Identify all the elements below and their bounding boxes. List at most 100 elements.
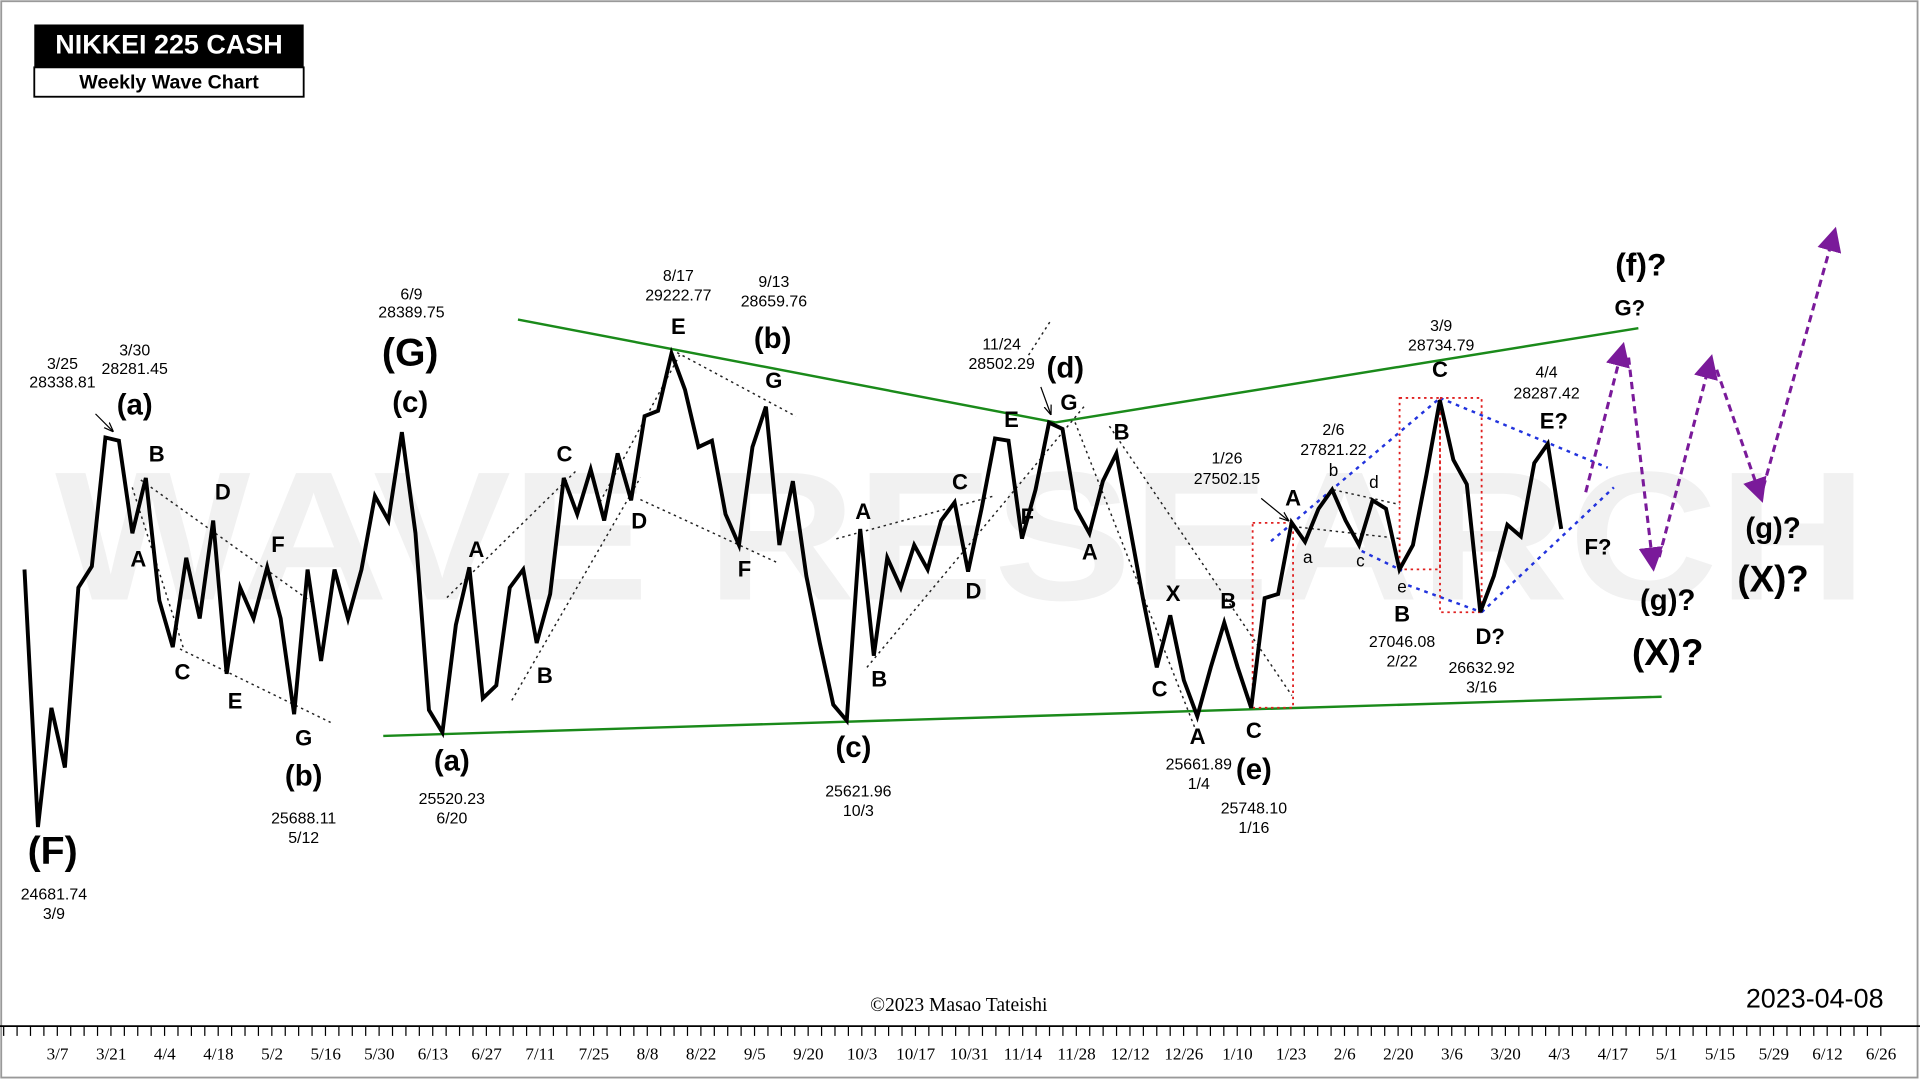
price-line: [22, 346, 1564, 828]
annotation: E: [228, 689, 243, 714]
x-tick-label: 9/20: [793, 1044, 823, 1063]
annotation: 27046.08: [1369, 634, 1435, 651]
annotation: F: [271, 532, 284, 557]
annotation: 8/17: [663, 268, 694, 285]
annotation: 25661.89: [1166, 757, 1232, 774]
x-tick-label: 7/25: [579, 1044, 609, 1063]
chart-subtitle: Weekly Wave Chart: [79, 71, 259, 93]
annotation: (f)?: [1615, 246, 1666, 282]
annotation: 28338.81: [29, 374, 95, 391]
x-tick-label: 6/13: [418, 1044, 448, 1063]
annotation: C: [1152, 676, 1168, 701]
annotation: (d): [1047, 352, 1085, 385]
annotation: E?: [1540, 408, 1568, 433]
annotation: 3/9: [1430, 318, 1452, 335]
annotation: F: [1021, 504, 1034, 529]
annotation: A: [468, 537, 484, 562]
annotation: 10/3: [843, 803, 874, 820]
annotation: G: [765, 368, 782, 393]
annotation: 3/30: [119, 343, 150, 360]
x-tick-label: 8/22: [686, 1044, 716, 1063]
annotation: c: [1356, 551, 1365, 571]
annotation: e: [1397, 576, 1407, 596]
annotation: G?: [1614, 296, 1645, 321]
annotation: 1/26: [1211, 450, 1242, 467]
annotation: F?: [1584, 534, 1611, 559]
x-tick-label: 6/27: [471, 1044, 502, 1063]
annotation: (F): [28, 830, 78, 873]
annotation: A: [130, 547, 146, 572]
x-tick-label: 1/10: [1222, 1044, 1252, 1063]
x-tick-label: 6/12: [1812, 1044, 1842, 1063]
trend-lines: [95, 226, 1842, 738]
annotation: 28287.42: [1513, 385, 1579, 402]
annotation: (c): [836, 731, 872, 764]
annotation: 27821.22: [1300, 442, 1366, 459]
annotation: 4/4: [1535, 365, 1557, 382]
annotation: (g)?: [1640, 584, 1695, 617]
annotation: (b): [285, 759, 323, 792]
x-tick-label: 12/12: [1111, 1044, 1150, 1063]
annotation: 28659.76: [741, 294, 807, 311]
x-tick-label: 4/18: [203, 1044, 233, 1063]
annotation: (X)?: [1632, 632, 1703, 673]
copyright: ©2023 Masao Tateishi: [870, 995, 1048, 1016]
x-tick-label: 3/21: [96, 1044, 126, 1063]
annotation: 29222.77: [645, 288, 711, 305]
annotation: D: [966, 578, 982, 603]
x-tick-label: 12/26: [1164, 1044, 1203, 1063]
annotation: (G): [382, 331, 439, 374]
annotation: 6/20: [436, 810, 467, 827]
annotation: C: [174, 659, 190, 684]
annotation: 28389.75: [378, 305, 444, 322]
annotation: 28734.79: [1408, 338, 1474, 355]
x-tick-label: 10/17: [896, 1044, 935, 1063]
annotation: d: [1369, 472, 1379, 492]
annotation: 25621.96: [825, 783, 891, 800]
x-tick-label: 2/6: [1334, 1044, 1356, 1063]
annotation: (a): [434, 745, 470, 778]
annotation: (b): [754, 322, 792, 355]
x-tick-label: 7/11: [525, 1044, 555, 1063]
annotation: A: [1285, 485, 1301, 510]
annotation: A: [1082, 539, 1098, 564]
annotation: F: [738, 556, 751, 581]
annotation: E: [1004, 407, 1019, 432]
annotation: 6/9: [400, 286, 422, 303]
x-tick-label: 3/7: [47, 1044, 69, 1063]
annotation: b: [1329, 460, 1339, 480]
x-tick-label: 8/8: [637, 1044, 659, 1063]
annotation: (c): [392, 386, 428, 419]
subtitle-bg: [33, 66, 305, 98]
x-tick-label: 4/4: [154, 1044, 176, 1063]
x-tick-label: 5/15: [1705, 1044, 1735, 1063]
annotation: 5/12: [288, 830, 319, 847]
x-tick-label: 5/30: [364, 1044, 394, 1063]
x-tick-label: 3/6: [1441, 1044, 1463, 1063]
x-tick-label: 10/3: [847, 1044, 877, 1063]
annotation: 3/25: [47, 356, 78, 373]
x-tick-label: 6/26: [1866, 1044, 1897, 1063]
annotation: C: [557, 441, 573, 466]
annotation: D: [631, 509, 647, 534]
annotation: a: [1303, 547, 1313, 567]
annotation: B: [149, 441, 165, 466]
annotation: 25748.10: [1221, 801, 1287, 818]
annotation: A: [1190, 724, 1206, 749]
annotation: 2/6: [1322, 422, 1344, 439]
annotation: 9/13: [758, 274, 789, 291]
chart-date: 2023-04-08: [1746, 984, 1884, 1014]
annotation: 25688.11: [271, 810, 336, 827]
annotation: G: [295, 725, 312, 750]
annotation: 11/24: [982, 337, 1021, 354]
x-tick-label: 5/2: [261, 1044, 283, 1063]
annotation: (X)?: [1737, 558, 1808, 599]
annotation: B: [1220, 588, 1236, 613]
annotation: X: [1166, 581, 1181, 606]
annotation: B: [871, 667, 887, 692]
annotation: C: [1246, 718, 1262, 743]
annotation: 1/16: [1238, 820, 1269, 837]
x-tick-label: 9/5: [744, 1044, 766, 1063]
